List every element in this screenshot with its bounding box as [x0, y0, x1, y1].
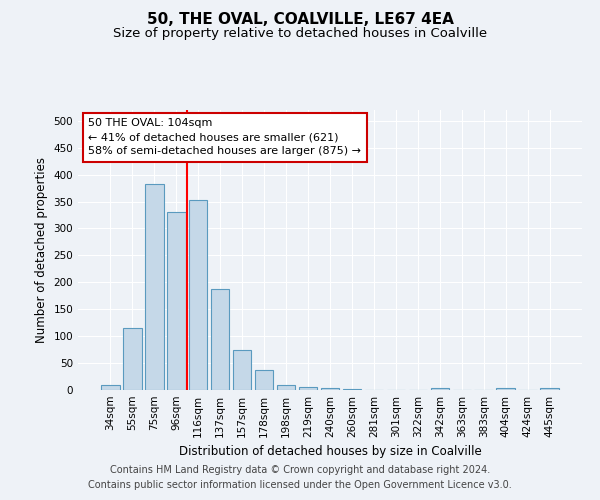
Bar: [255, 370, 274, 390]
Text: Size of property relative to detached houses in Coalville: Size of property relative to detached ho…: [113, 28, 487, 40]
Text: Contains HM Land Registry data © Crown copyright and database right 2024.
Contai: Contains HM Land Registry data © Crown c…: [88, 465, 512, 490]
Bar: [145, 184, 164, 390]
Bar: [189, 200, 208, 390]
Bar: [233, 350, 251, 390]
Bar: [320, 388, 340, 390]
Bar: [211, 289, 229, 390]
Bar: [167, 212, 185, 390]
Bar: [277, 384, 295, 390]
Text: 50, THE OVAL, COALVILLE, LE67 4EA: 50, THE OVAL, COALVILLE, LE67 4EA: [146, 12, 454, 28]
Bar: [431, 388, 449, 390]
Bar: [123, 328, 142, 390]
Bar: [541, 388, 559, 390]
Y-axis label: Number of detached properties: Number of detached properties: [35, 157, 48, 343]
X-axis label: Distribution of detached houses by size in Coalville: Distribution of detached houses by size …: [179, 446, 481, 458]
Text: 50 THE OVAL: 104sqm
← 41% of detached houses are smaller (621)
58% of semi-detac: 50 THE OVAL: 104sqm ← 41% of detached ho…: [88, 118, 361, 156]
Bar: [299, 387, 317, 390]
Bar: [101, 384, 119, 390]
Bar: [496, 388, 515, 390]
